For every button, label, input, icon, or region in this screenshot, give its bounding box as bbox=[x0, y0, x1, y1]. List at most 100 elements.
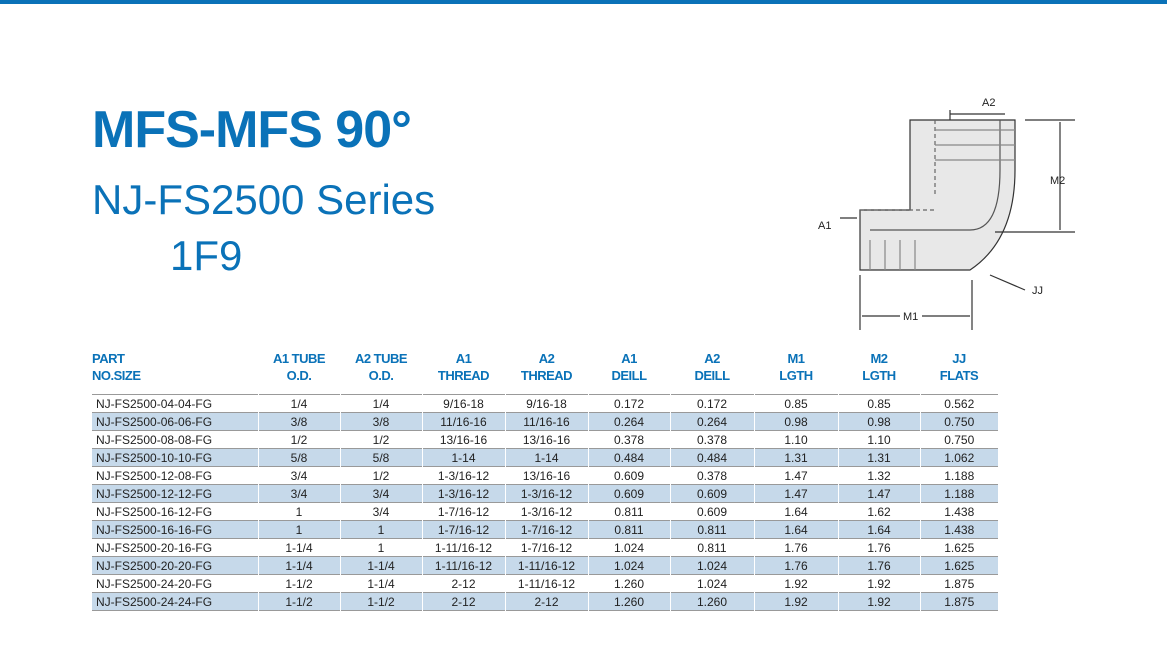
subtitle: NJ-FS2500 Series bbox=[92, 176, 436, 223]
cell: NJ-FS2500-20-20-FG bbox=[96, 558, 213, 573]
cell: NJ-FS2500-04-04-FG bbox=[96, 396, 213, 411]
cell: 1 bbox=[339, 520, 422, 539]
cell: 0.609 bbox=[587, 484, 670, 503]
cell: 0.562 bbox=[919, 394, 998, 413]
column-header: JJ FLATS bbox=[920, 348, 998, 395]
cell: 0.811 bbox=[669, 538, 754, 557]
column-header: A2 THREAD bbox=[505, 348, 588, 395]
cell: 1-1/4 bbox=[257, 538, 340, 557]
label-a1: A1 bbox=[818, 220, 831, 232]
cell: 1.76 bbox=[837, 556, 920, 575]
cell: 1.188 bbox=[919, 484, 998, 503]
cell: 0.750 bbox=[919, 430, 998, 449]
cell: NJ-FS2500-16-16-FG bbox=[96, 522, 213, 537]
title: MFS-MFS 90° bbox=[92, 101, 412, 159]
cell: 1-11/16-12 bbox=[504, 574, 588, 593]
cell: NJ-FS2500-16-12-FG bbox=[96, 504, 213, 519]
label-m2: M2 bbox=[1050, 175, 1065, 187]
cell: 0.750 bbox=[919, 412, 998, 431]
cell: 0.609 bbox=[669, 484, 754, 503]
header-line: DEILL bbox=[611, 368, 647, 383]
cell: 1/2 bbox=[257, 430, 340, 449]
cell: 3/8 bbox=[339, 412, 422, 431]
cell: 1.024 bbox=[669, 574, 754, 593]
header-line: A1 TUBE bbox=[272, 351, 326, 366]
table-row: NJ-FS2500-08-08-FG 1/2 1/2 13/16-16 13/16-16… bbox=[92, 430, 998, 449]
cell: 1.024 bbox=[587, 556, 670, 575]
cell: 1/4 bbox=[257, 394, 340, 413]
cell: 0.811 bbox=[587, 520, 670, 539]
cell: 1.47 bbox=[837, 484, 920, 503]
table-row: NJ-FS2500-24-20-FG 1-1/2 1-1/4 2-12 1-11/16-… bbox=[92, 574, 998, 593]
table-row: NJ-FS2500-12-08-FG 3/4 1/2 1-3/16-12 13/16-1… bbox=[92, 466, 998, 485]
column-header: M2 LGTH bbox=[838, 348, 920, 395]
cell: 1-1/4 bbox=[339, 574, 422, 593]
cell: 9/16-18 bbox=[421, 394, 505, 413]
cell: 3/4 bbox=[339, 502, 422, 521]
table-row: NJ-FS2500-16-12-FG 1 3/4 1-7/16-12 1-3/16-12… bbox=[92, 502, 998, 521]
cell: 1 bbox=[257, 502, 340, 521]
cell: 0.484 bbox=[587, 448, 670, 467]
table-row: NJ-FS2500-16-16-FG 1 1 1-7/16-12 1-7/16-12 0.… bbox=[92, 520, 998, 539]
cell: 1-1/4 bbox=[257, 556, 340, 575]
cell: 1-7/16-12 bbox=[504, 538, 588, 557]
cell: 2-12 bbox=[421, 574, 505, 593]
cell: 1 bbox=[257, 520, 340, 539]
cell: 1-3/16-12 bbox=[504, 484, 588, 503]
table-row: NJ-FS2500-06-06-FG 3/8 3/8 11/16-16 11/16-16… bbox=[92, 412, 998, 431]
label-jj: JJ bbox=[1032, 285, 1043, 297]
header-line: NO.SIZE bbox=[92, 368, 141, 383]
cell: 13/16-16 bbox=[504, 466, 588, 485]
cell: 1-1/2 bbox=[339, 592, 422, 611]
cell: 0.98 bbox=[837, 412, 920, 431]
cell: 1.438 bbox=[919, 502, 998, 521]
cell: 1.062 bbox=[919, 448, 998, 467]
cell: 5/8 bbox=[257, 448, 340, 467]
cell: 0.378 bbox=[669, 430, 754, 449]
cell: 1.10 bbox=[753, 430, 838, 449]
cell: 1-7/16-12 bbox=[421, 520, 505, 539]
header-line: O.D. bbox=[286, 368, 312, 383]
cell: 1.92 bbox=[837, 592, 920, 611]
table-row: NJ-FS2500-20-20-FG 1-1/4 1-1/4 1-11/16-12 1-… bbox=[92, 556, 998, 575]
cell: 3/4 bbox=[257, 484, 340, 503]
cell: NJ-FS2500-06-06-FG bbox=[96, 414, 213, 429]
column-header: A1 TUBE O.D. bbox=[258, 348, 340, 395]
table-row: NJ-FS2500-20-16-FG 1-1/4 1 1-11/16-12 1-7/16… bbox=[92, 538, 998, 557]
header-line: A2 TUBE bbox=[354, 351, 408, 366]
cell: 1-7/16-12 bbox=[421, 502, 505, 521]
cell: 1.31 bbox=[753, 448, 838, 467]
cell: 1 bbox=[339, 538, 422, 557]
cell: 1-1/2 bbox=[257, 574, 340, 593]
cell: 0.85 bbox=[753, 394, 838, 413]
cell: 0.264 bbox=[669, 412, 754, 431]
cell: NJ-FS2500-12-08-FG bbox=[96, 468, 213, 483]
cell: 1-3/16-12 bbox=[421, 466, 505, 485]
cell: 1.32 bbox=[837, 466, 920, 485]
table-row: NJ-FS2500-04-04-FG 1/4 1/4 9/16-18 9/16-18 0.… bbox=[92, 394, 998, 413]
table-row: NJ-FS2500-10-10-FG 5/8 5/8 1-14 1-14 0.484 0.4… bbox=[92, 448, 998, 467]
cell: 1.47 bbox=[753, 466, 838, 485]
cell: 1.47 bbox=[753, 484, 838, 503]
table-body: NJ-FS2500-04-04-FG 1/4 1/4 9/16-18 9/16-18 0.… bbox=[92, 394, 998, 611]
cell: 1/2 bbox=[339, 466, 422, 485]
header-line: FLATS bbox=[939, 368, 979, 383]
cell: 1-3/16-12 bbox=[504, 502, 588, 521]
column-header: M1 LGTH bbox=[754, 348, 838, 395]
cell: 13/16-16 bbox=[504, 430, 588, 449]
cell: 1.260 bbox=[587, 592, 670, 611]
cell: 1.10 bbox=[837, 430, 920, 449]
cell: 11/16-16 bbox=[421, 412, 505, 431]
cell: 0.378 bbox=[669, 466, 754, 485]
cell: 0.98 bbox=[753, 412, 838, 431]
table-row: NJ-FS2500-12-12-FG 3/4 3/4 1-3/16-12 1-3/16-… bbox=[92, 484, 998, 503]
header-line: JJ bbox=[952, 351, 966, 366]
header-line: LGTH bbox=[862, 368, 896, 383]
cell: 1.260 bbox=[669, 592, 754, 611]
cell: 0.172 bbox=[669, 394, 754, 413]
cell: NJ-FS2500-24-20-FG bbox=[96, 576, 213, 591]
cell: 0.609 bbox=[669, 502, 754, 521]
cell: 0.484 bbox=[669, 448, 754, 467]
cell: 1-11/16-12 bbox=[421, 538, 505, 557]
cell: 1.875 bbox=[919, 574, 998, 593]
